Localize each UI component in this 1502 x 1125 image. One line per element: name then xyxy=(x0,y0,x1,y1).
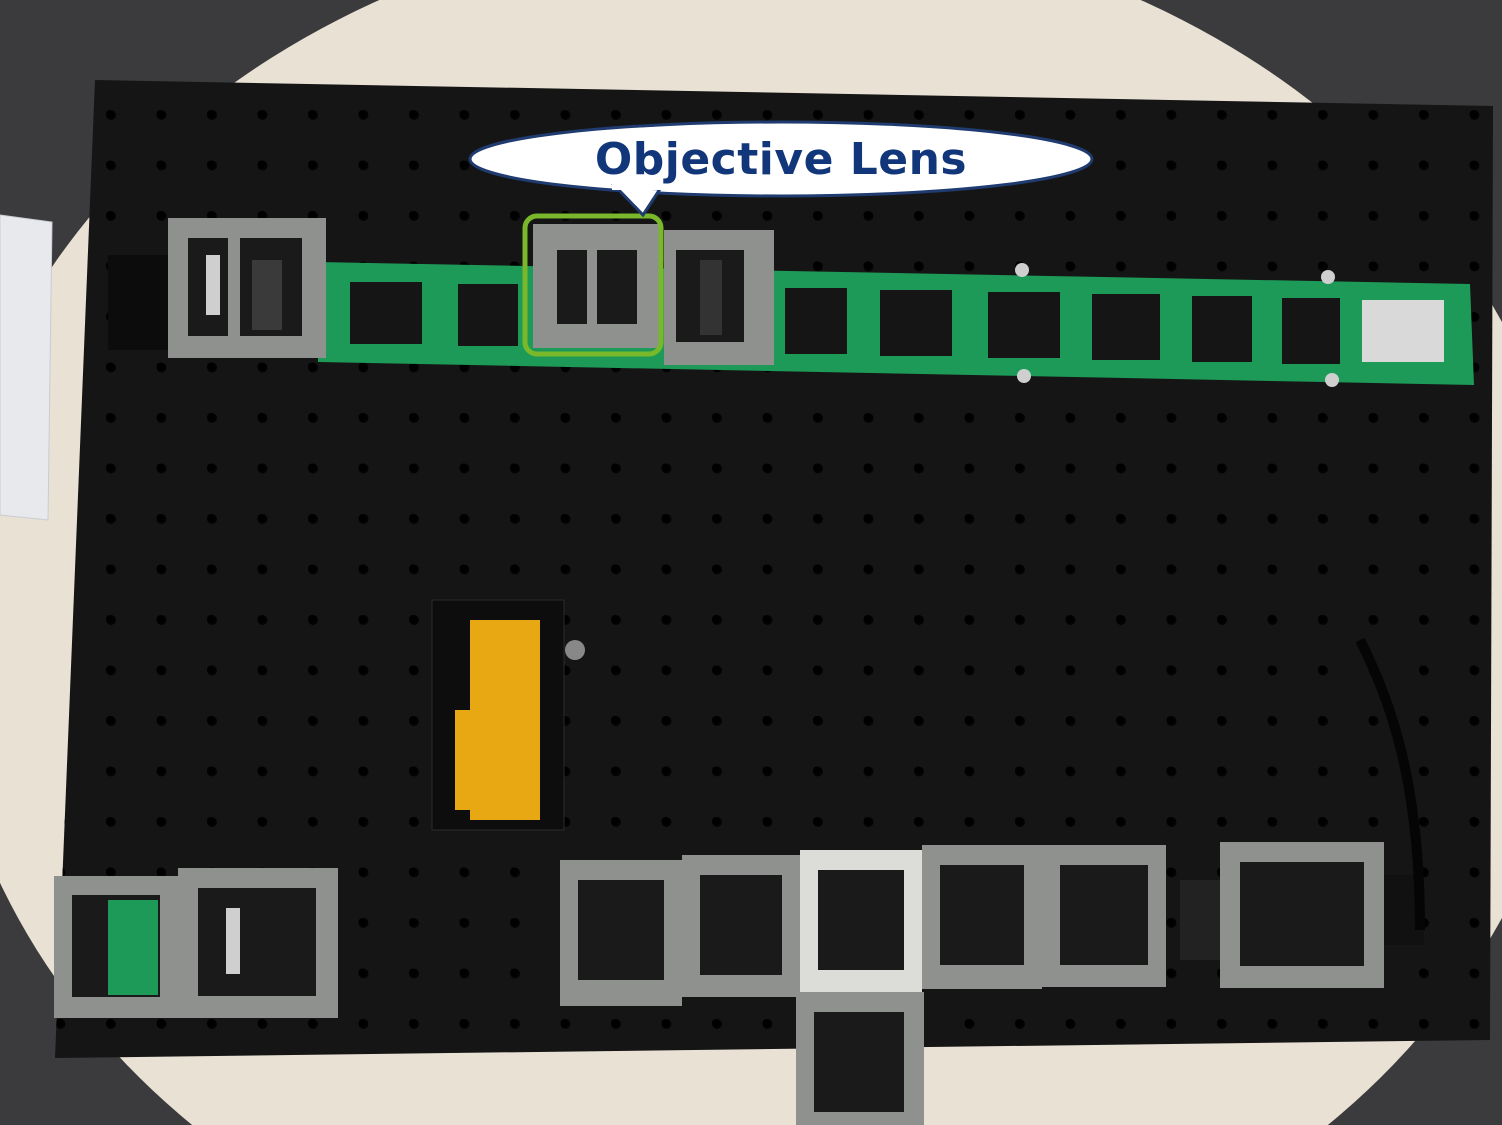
cube-bottom-5 xyxy=(922,845,1042,989)
callout-bubble xyxy=(468,120,1094,218)
objective-lens-cube xyxy=(533,224,659,348)
cube-top-left xyxy=(168,218,326,358)
sample-holder xyxy=(431,599,585,831)
cube-bottom-2 xyxy=(178,868,338,1018)
cube-bottom-3 xyxy=(560,860,682,1006)
mirror-mount xyxy=(108,255,178,350)
cube-bottom-6 xyxy=(1042,845,1166,987)
cube-bottom-1 xyxy=(54,876,178,1018)
cube-bottom-4 xyxy=(682,855,800,997)
cube-bottom-below xyxy=(796,992,924,1125)
cable xyxy=(1355,637,1425,931)
camera-cube xyxy=(1180,842,1424,988)
cube-tube-lens xyxy=(664,230,774,365)
objective-lens-highlight xyxy=(522,213,664,357)
cube-bottom-white xyxy=(800,850,922,992)
paper-sheet xyxy=(0,214,53,521)
